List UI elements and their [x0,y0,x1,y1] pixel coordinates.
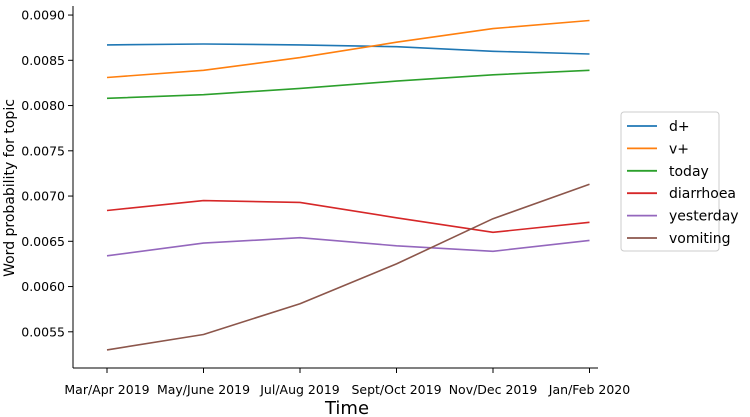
series-line-vomiting [106,183,590,351]
legend-label: diarrhoea [669,186,736,202]
legend-label: d+ [669,119,690,135]
legend-label: v+ [669,141,689,157]
x-tick-label: Jan/Feb 2020 [548,382,630,397]
legend-label: yesterday [669,209,739,225]
series-line-v+ [106,19,590,79]
axes: 0.0055 0.0060 0.0065 0.0070 0.0075 0.0080 0.00… [21,6,630,397]
x-tick-label: Sept/Oct 2019 [351,382,441,397]
x-tick-label: May/June 2019 [157,382,250,397]
legend: d+ v+ today diarrhoea yesterday vomiting [620,111,739,252]
series-line-today [106,69,590,100]
y-axis-title: Word probability for topic [2,99,18,277]
series-lines [106,19,590,351]
y-tick-label: 0.0055 [21,324,65,339]
y-tick-label: 0.0090 [21,8,65,23]
x-tick-label: Mar/Apr 2019 [64,382,149,397]
x-tick-label: Jul/Aug 2019 [259,382,340,397]
legend-label: today [669,164,709,180]
y-tick-label: 0.0070 [21,189,65,204]
x-tick-label: Nov/Dec 2019 [449,382,538,397]
legend-label: vomiting [669,231,731,247]
series-line-yesterday [106,236,590,257]
series-line-diarrhoea [106,199,590,234]
series-line-d+ [106,43,590,55]
y-tick-label: 0.0075 [21,143,65,158]
y-tick-label: 0.0060 [21,279,65,294]
y-tick-label: 0.0065 [21,234,65,249]
y-tick-label: 0.0085 [21,53,65,68]
x-axis-title: Time [324,398,369,417]
y-tick-label: 0.0080 [21,98,65,113]
